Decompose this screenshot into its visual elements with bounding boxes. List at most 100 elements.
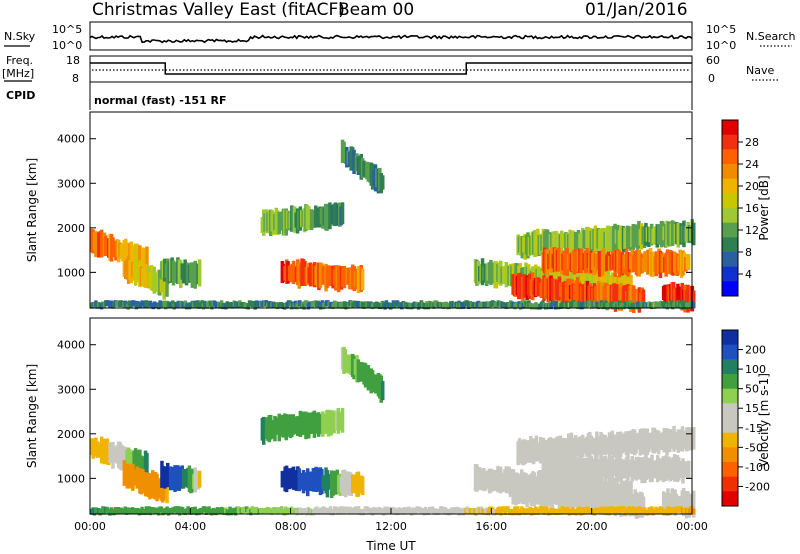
echo-band [340,346,385,403]
xtick-label: 00:00 [74,520,106,533]
echo-band [661,281,696,313]
echo-cell [692,302,696,309]
echo-cell [157,509,161,516]
echo-cell [253,303,257,310]
date-label: 01/Jan/2016 [585,0,688,20]
colorbar-tick-label: -15 [745,422,763,435]
colorbar-swatch [722,447,738,463]
colorbar-swatch [722,164,738,180]
echo-band [260,202,345,237]
colorbar-swatch [722,374,738,390]
echo-cell [328,506,333,513]
noise-right-tick-bottom: 10^0 [706,39,736,52]
frequency-panel: 18 8 60 0 Freq. [MHz] Nave [2,54,780,85]
echo-cell [319,303,323,310]
echo-cell [692,290,696,308]
freq-left-tick-top: 18 [66,54,80,67]
echo-cell [692,490,696,518]
freq-right-tick-top: 60 [706,54,720,67]
echo-cell [210,303,214,310]
power-panel: 1000 2000 3000 4000 Slant Range [km] [25,111,696,313]
colorbar-tick-label: 16 [745,202,759,215]
echo-cell [383,303,387,310]
echo-band [260,408,345,445]
echo-band [280,258,365,294]
echo-cell [197,470,202,488]
echo-cell [516,506,520,513]
colorbar-swatch [722,344,738,360]
frequency-trace [90,62,692,75]
colorbar-tick-label: 200 [745,344,766,357]
echo-cell [360,268,365,291]
echo-cell [499,509,503,516]
echo-band [122,256,169,300]
power-colorbar: 28 24 20 16 12 8 4 Power [dB] [721,119,771,297]
echo-cell [497,506,502,513]
ytick-label: 1000 [57,266,85,279]
echo-cell [692,427,696,450]
echo-cell [302,303,306,310]
ytick-label: 4000 [57,339,85,352]
velocity-colorbar: 200 100 50 15 -15 -50 -100 -200 Velocity [m s-1… [721,329,771,507]
echo-cell [622,506,626,513]
colorbar-swatch [722,330,738,346]
echo-cell [340,202,345,225]
noise-left-tick-bottom: 10^0 [52,39,82,52]
nave-label: Nave [746,64,774,77]
echo-cell [197,259,202,287]
cpid-label: CPID [6,89,35,102]
colorbar-swatch [722,237,738,253]
echo-cell [165,271,169,297]
echo-band [160,257,202,289]
colorbar-swatch [722,359,738,375]
echo-cell [200,300,204,307]
echo-cell [381,380,385,401]
echo-cell [165,506,169,513]
echo-cell [145,452,149,477]
colorbar-swatch [722,281,738,297]
echo-cell [282,509,287,516]
ytick-label: 3000 [57,383,85,396]
colorbar-tick-label: 15 [745,402,759,415]
ytick-label: 2000 [57,428,85,441]
echo-cell [679,303,683,310]
echo-band [516,219,696,260]
echo-cell [360,476,365,496]
colorbar-swatch [722,222,738,238]
colorbar-swatch [722,208,738,224]
echo-cell [650,506,654,513]
station-title: Christmas Valley East (fitACF) [92,0,345,20]
colorbar-tick-label: 4 [745,268,752,281]
colorbar-swatch [722,462,738,478]
colorbar-tick-label: -200 [745,480,770,493]
colorbar-swatch [722,252,738,268]
colorbar-swatch [722,388,738,404]
noise-panel: 10^5 10^0 10^5 10^0 N.Sky N.Search [4,21,796,52]
echo-band [90,228,149,272]
colorbar-swatch [722,149,738,165]
colorbar-swatch [722,266,738,282]
nsky-label: N.Sky [4,30,36,43]
cpid-text: normal (fast) -151 RF [94,94,227,107]
freq-label-line2: [MHz] [2,67,34,80]
colorbar-tick-label: -50 [745,441,763,454]
colorbar-swatch [722,432,738,448]
echo-cell [305,300,309,307]
colorbar-tick-label: 12 [745,224,759,237]
velocity-colorbar-label: Velocity [m s-1] [757,373,771,467]
colorbar-tick-label: 100 [745,363,766,376]
velocity-data-marks [90,346,696,519]
nsearch-label: N.Search [746,30,796,43]
xtick-label: 00:00 [676,520,708,533]
ytick-label: 2000 [57,222,85,235]
echo-band [90,300,696,310]
echo-cell [381,509,386,516]
xtick-label: 08:00 [275,520,307,533]
colorbar-tick-label: -100 [745,461,770,474]
beam-label: Beam 00 [338,0,414,20]
velocity-panel: 1000 2000 3000 4000 00:00 04:00 08:00 12:00 16:… [25,317,708,553]
colorbar-swatch [722,403,738,419]
echo-band [511,478,646,519]
colorbar-tick-label: 24 [745,158,759,171]
xtick-label: 04:00 [174,520,206,533]
